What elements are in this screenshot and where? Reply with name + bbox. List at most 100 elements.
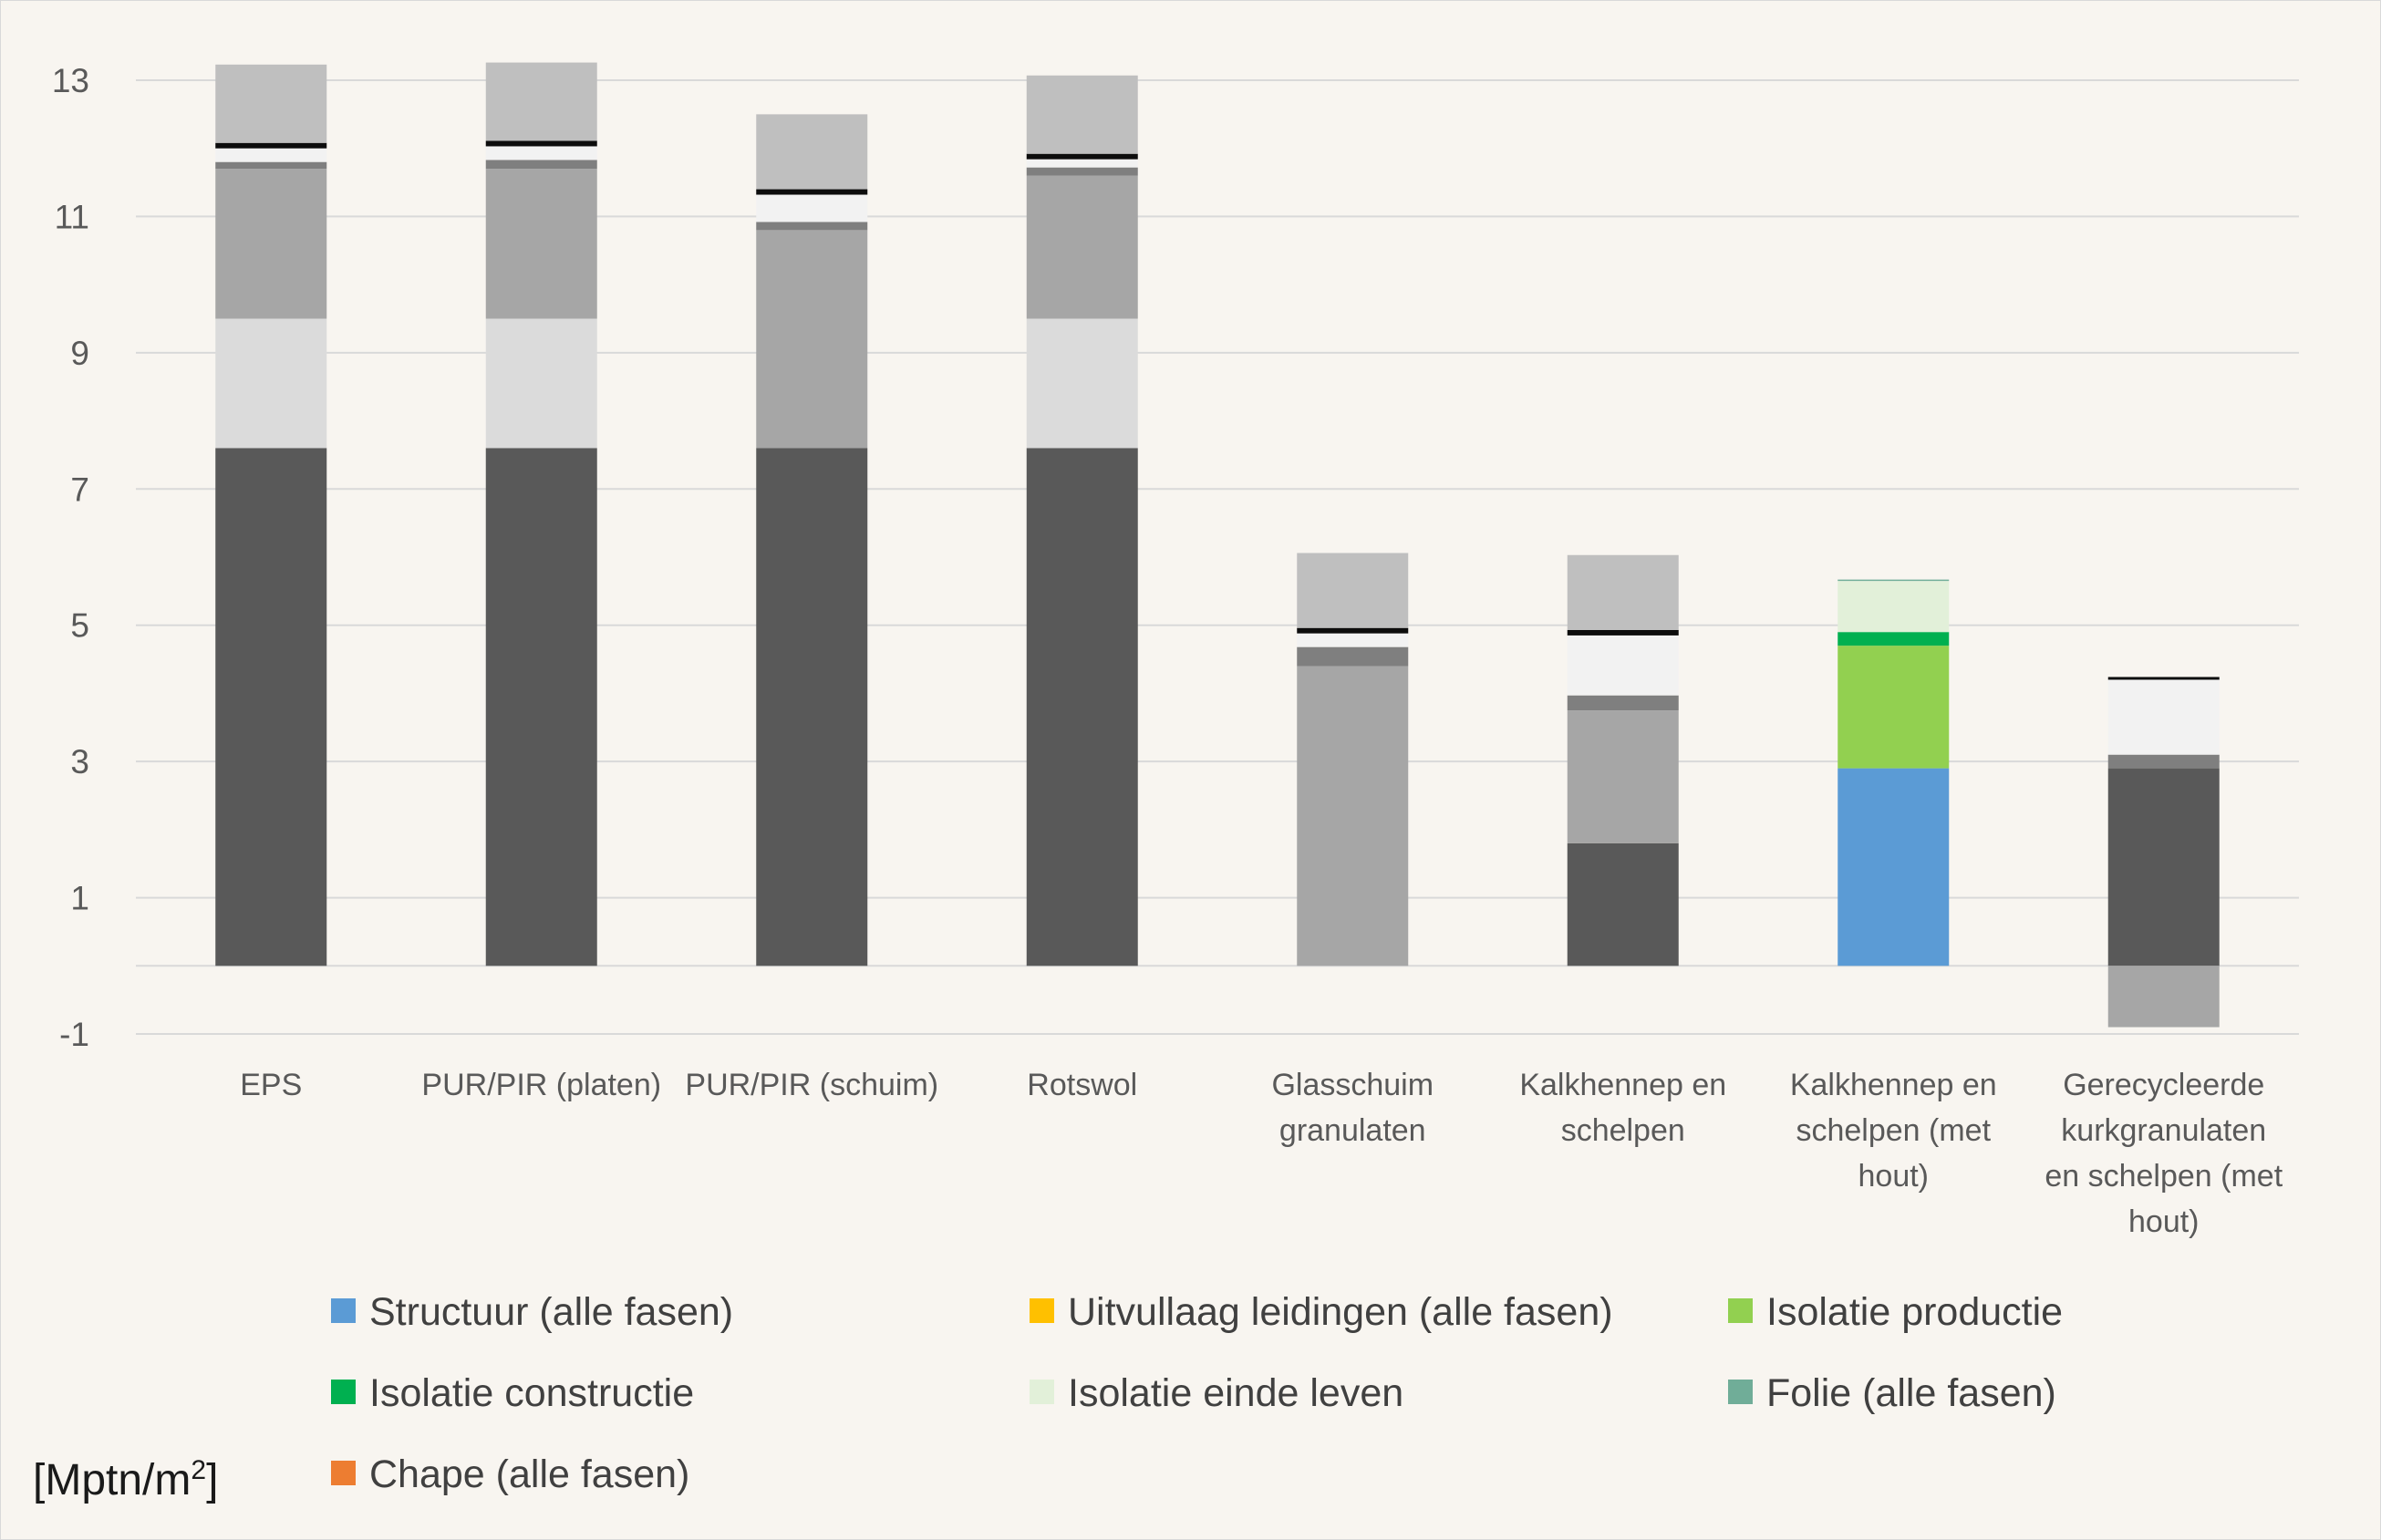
bar-segment [485, 318, 597, 449]
legend-label: Chape (alle fasen) [369, 1452, 689, 1496]
legend-item: Uitvullaag leidingen (alle fasen) [1030, 1290, 1613, 1334]
legend-item: Isolatie einde leven [1030, 1371, 1403, 1415]
legend-label: Uitvullaag leidingen (alle fasen) [1068, 1290, 1613, 1334]
x-category-label: PUR/PIR (schuim) [685, 1068, 938, 1102]
bar-segment [1838, 768, 1950, 966]
bar-stack [1838, 579, 1950, 966]
legend-label: Isolatie productie [1766, 1290, 2063, 1334]
y-tick-label: 13 [52, 62, 89, 99]
bar-stack [2107, 677, 2220, 1028]
bar-segment [1026, 318, 1138, 449]
legend: Structuur (alle fasen) Uitvullaag leiding… [331, 1290, 2063, 1496]
bar-segment [1297, 633, 1409, 647]
bar-segment [1838, 579, 1950, 582]
x-category-label: hout) [1858, 1159, 1930, 1194]
bar-stack [1567, 554, 1679, 966]
bars [215, 62, 2220, 1028]
bar-segment [756, 230, 868, 449]
bar-stack [215, 64, 327, 966]
y-tick-label: 9 [70, 335, 89, 372]
x-category-label: en schelpen (met [2045, 1159, 2283, 1194]
legend-item: Isolatie constructie [331, 1371, 694, 1415]
bar-segment [1838, 632, 1950, 646]
x-category-label: schelpen (met [1796, 1113, 1991, 1148]
x-category-label: kurkgranulaten [2061, 1113, 2266, 1148]
y-axis-unit-label: [Mptn/m2] [33, 1455, 219, 1504]
x-category-label: Rotswol [1027, 1068, 1137, 1102]
x-category-label: Gerecycleerde [2063, 1068, 2264, 1102]
bar-segment [1026, 448, 1138, 966]
bar-segment [485, 448, 597, 966]
bar-segment [1567, 710, 1679, 843]
bar-segment [1838, 646, 1950, 769]
bar-segment [485, 169, 597, 319]
legend-swatch [331, 1380, 356, 1404]
category-labels: EPS PUR/PIR (platen) PUR/PIR (schuim) Rotsw… [240, 1068, 2283, 1239]
bar-stack [1297, 553, 1409, 966]
bar-segment [756, 448, 868, 966]
y-tick-label: 7 [70, 470, 89, 508]
legend-swatch [331, 1461, 356, 1485]
bar-stack [485, 62, 597, 966]
legend-item: Structuur (alle fasen) [331, 1290, 733, 1334]
legend-swatch [1030, 1298, 1054, 1323]
bar-segment [215, 318, 327, 449]
bar-segment [2107, 768, 2220, 966]
x-category-label: Glasschuim [1271, 1068, 1434, 1102]
x-category-label: Kalkhennep en [1519, 1068, 1726, 1102]
bar-segment [215, 169, 327, 319]
bar-segment [215, 142, 327, 149]
legend-swatch [1030, 1380, 1054, 1404]
y-tick-label: 5 [70, 607, 89, 645]
bar-segment [1567, 842, 1679, 966]
x-category-label: hout) [2128, 1204, 2200, 1239]
bar-segment [756, 189, 868, 195]
legend-swatch [1728, 1298, 1753, 1323]
legend-label: Isolatie constructie [369, 1371, 694, 1415]
bar-segment [756, 114, 868, 190]
bar-segment [1297, 553, 1409, 628]
bar-segment [215, 161, 327, 170]
bar-stack [756, 114, 868, 966]
bar-segment [1567, 695, 1679, 711]
bar-segment [756, 222, 868, 231]
bar-segment [485, 140, 597, 147]
bar-segment [215, 148, 327, 162]
bar-segment [2107, 679, 2220, 755]
bar-segment [2107, 966, 2220, 1028]
y-tick-label: 3 [70, 743, 89, 780]
bar-segment [1026, 167, 1138, 176]
y-tick-label: 11 [55, 198, 89, 235]
bar-segment [756, 194, 868, 222]
x-category-label: schelpen [1561, 1113, 1685, 1148]
bar-segment [1026, 175, 1138, 319]
x-category-label: granulaten [1279, 1113, 1426, 1148]
bar-segment [485, 146, 597, 160]
bar-segment [485, 62, 597, 141]
bar-segment [1297, 666, 1409, 966]
bar-segment [1297, 627, 1409, 634]
bar-segment [1026, 75, 1138, 154]
legend-swatch [1728, 1380, 1753, 1404]
bar-segment [2107, 754, 2220, 769]
bar-stack [1026, 75, 1138, 966]
bar-segment [1026, 153, 1138, 160]
bar-segment [1567, 629, 1679, 636]
x-category-label: EPS [240, 1068, 302, 1102]
bar-segment [1567, 635, 1679, 696]
bar-segment [2107, 677, 2220, 680]
x-category-label: PUR/PIR (platen) [421, 1068, 661, 1102]
bar-segment [1838, 581, 1950, 633]
y-tick-label: -1 [59, 1016, 89, 1053]
bar-segment [1567, 554, 1679, 630]
legend-item: Chape (alle fasen) [331, 1452, 689, 1496]
bar-segment [1297, 646, 1409, 667]
legend-label: Isolatie einde leven [1068, 1371, 1403, 1415]
bar-segment [1026, 159, 1138, 168]
legend-item: Folie (alle fasen) [1728, 1371, 2056, 1415]
legend-label: Structuur (alle fasen) [369, 1290, 733, 1334]
bar-segment [215, 64, 327, 143]
